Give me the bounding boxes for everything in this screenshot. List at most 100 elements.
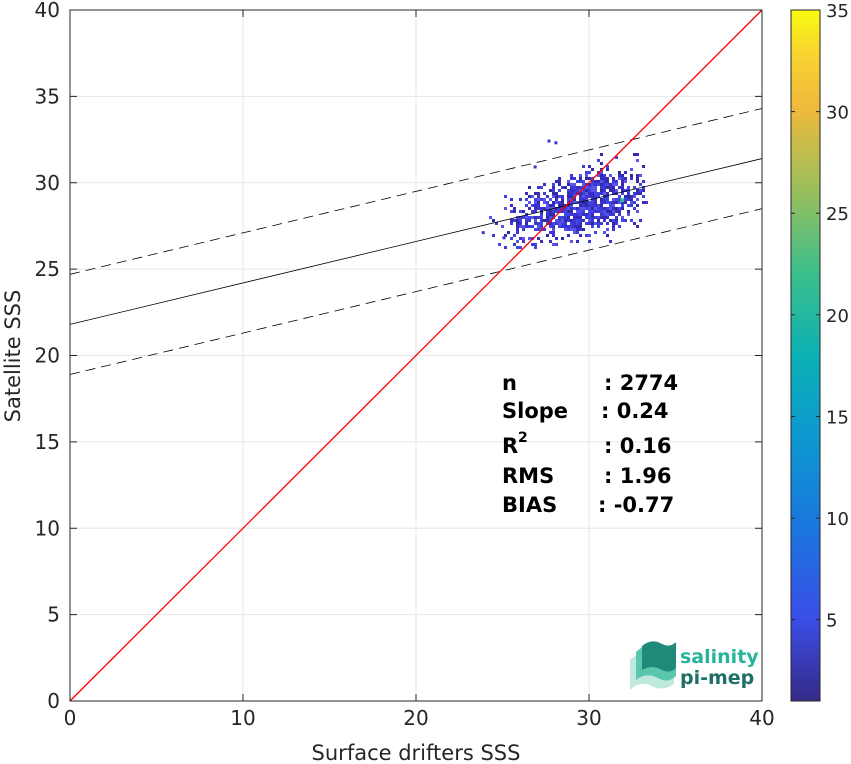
density-cell [555, 243, 558, 246]
density-cell [519, 216, 522, 219]
density-cell [591, 204, 594, 207]
density-cell [594, 192, 597, 195]
density-cell [612, 192, 615, 195]
density-cell [624, 189, 627, 192]
density-cell [561, 201, 564, 204]
density-cell [534, 219, 537, 222]
density-cell [549, 207, 552, 210]
density-cell [558, 225, 561, 228]
density-cell-sparse-3 [481, 231, 485, 235]
density-cell [525, 222, 528, 225]
density-cell [588, 213, 591, 216]
density-cell [591, 219, 594, 222]
density-cell [567, 219, 570, 222]
density-cell [618, 213, 621, 216]
x-tick-label-4: 40 [749, 706, 774, 730]
density-cell [531, 195, 534, 198]
density-cell [573, 231, 576, 234]
density-cell [558, 204, 561, 207]
density-cell [570, 222, 573, 225]
density-cell [630, 204, 633, 207]
density-cell [588, 186, 591, 189]
density-cell [606, 168, 609, 171]
density-cell [588, 177, 591, 180]
density-cell [534, 204, 537, 207]
density-cell [576, 219, 579, 222]
density-cell [600, 180, 603, 183]
density-cell [525, 216, 528, 219]
density-cell [582, 195, 585, 198]
density-cell [612, 210, 615, 213]
density-cell [534, 246, 537, 249]
density-cell [642, 195, 645, 198]
density-cell [576, 231, 579, 234]
density-cell [552, 189, 555, 192]
density-cell [585, 195, 588, 198]
logo-text-salinity: salinity [680, 646, 759, 668]
density-cell [636, 174, 639, 177]
confidence-line-0 [69, 108, 763, 275]
density-cell [585, 222, 588, 225]
density-cell [531, 225, 534, 228]
y-tick-label-4: 20 [35, 344, 60, 368]
density-cell [540, 216, 543, 219]
density-cell [582, 219, 585, 222]
density-cell [588, 192, 591, 195]
density-cell [552, 204, 555, 207]
density-cell [621, 216, 624, 219]
density-cell [561, 219, 564, 222]
density-cell [549, 231, 552, 234]
density-cell [552, 183, 555, 186]
density-cell [573, 222, 576, 225]
density-cell [621, 174, 624, 177]
density-cell [600, 189, 603, 192]
density-cell [612, 201, 615, 204]
density-cell [561, 204, 564, 207]
density-cell [603, 174, 606, 177]
density-cell [555, 192, 558, 195]
density-cell [600, 204, 603, 207]
density-cell [552, 201, 555, 204]
density-cell [573, 213, 576, 216]
density-cell [594, 216, 597, 219]
density-cell [528, 195, 531, 198]
colorbar-tick-label-1: 10 [826, 509, 849, 530]
density-cell [606, 210, 609, 213]
density-cell [570, 183, 573, 186]
density-cell [618, 198, 621, 201]
y-axis-ticks: 0 5 10 15 20 25 30 35 40 [35, 0, 762, 713]
density-cell [570, 192, 573, 195]
density-cell [561, 222, 564, 225]
density-cell [555, 210, 558, 213]
density-cell [531, 243, 534, 246]
density-cell [597, 207, 600, 210]
density-cell [612, 225, 615, 228]
density-cell [522, 240, 525, 243]
density-cell [606, 177, 609, 180]
density-cell [576, 216, 579, 219]
density-cell [639, 183, 642, 186]
density-cell [639, 189, 642, 192]
density-cell [534, 192, 537, 195]
density-cell [579, 225, 582, 228]
density-cell [576, 189, 579, 192]
colorbar [790, 9, 821, 702]
colorbar-tick-label-3: 20 [826, 306, 849, 327]
density-cell [606, 234, 609, 237]
density-cell [600, 198, 603, 201]
density-cell [582, 183, 585, 186]
density-cell [591, 207, 594, 210]
density-cell [594, 189, 597, 192]
density-cell [612, 180, 615, 183]
density-cell [537, 186, 540, 189]
density-cell [627, 210, 630, 213]
density-cell [537, 237, 540, 240]
density-cell [621, 180, 624, 183]
density-cell [561, 216, 564, 219]
density-cell [531, 210, 534, 213]
density-cell [585, 171, 588, 174]
density-cell [564, 228, 567, 231]
density-cell [570, 225, 573, 228]
density-cell [582, 204, 585, 207]
density-cell [585, 186, 588, 189]
